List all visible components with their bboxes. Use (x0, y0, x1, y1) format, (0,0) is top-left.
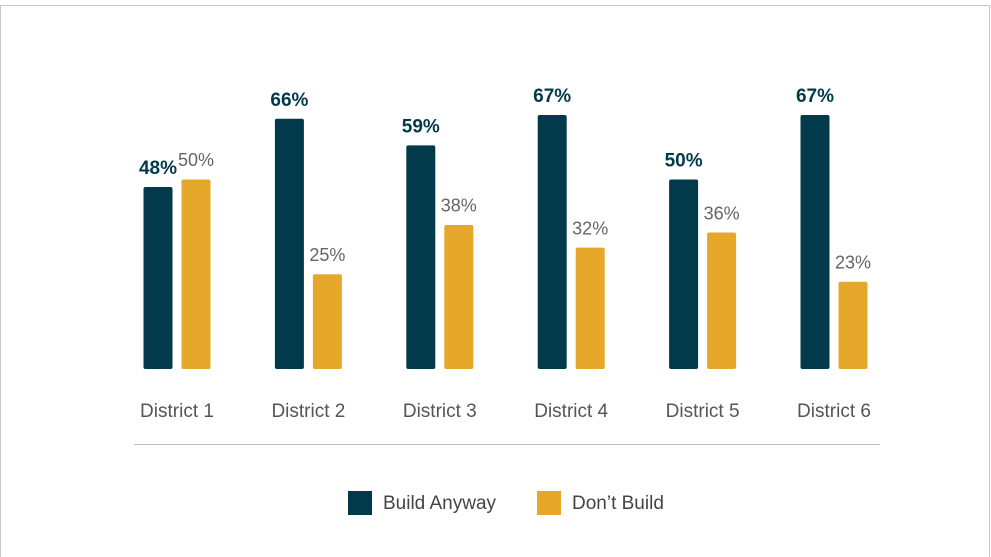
legend-swatch (537, 491, 561, 515)
value-label: 36% (704, 203, 740, 223)
value-label: 32% (572, 218, 608, 238)
value-label: 25% (309, 245, 345, 265)
x-tick-label: District 5 (666, 401, 740, 422)
legend-label: Build Anyway (383, 493, 497, 514)
bar (274, 118, 304, 369)
value-label: 67% (533, 86, 571, 107)
bar (838, 281, 868, 369)
x-tick-label: District 6 (797, 401, 871, 422)
bar (406, 145, 436, 369)
value-label: 67% (796, 86, 834, 107)
bar (669, 179, 699, 369)
value-label: 50% (665, 150, 703, 171)
x-tick-label: District 2 (271, 401, 345, 422)
legend-swatch (348, 491, 372, 515)
bar (181, 179, 211, 369)
x-tick-label: District 3 (403, 401, 477, 422)
bar (575, 247, 605, 369)
value-label: 66% (270, 90, 308, 111)
bar (143, 187, 173, 369)
bar (444, 224, 474, 369)
value-label: 50% (178, 150, 214, 170)
value-label: 38% (441, 196, 477, 216)
bar (707, 232, 737, 369)
legend-label: Don’t Build (572, 493, 664, 514)
bar (312, 274, 342, 369)
x-tick-label: District 4 (534, 401, 608, 422)
value-label: 48% (139, 158, 177, 179)
bar (537, 115, 567, 369)
bar (800, 115, 830, 369)
value-label: 23% (835, 253, 871, 273)
x-tick-label: District 1 (140, 401, 214, 422)
value-label: 59% (402, 116, 440, 137)
